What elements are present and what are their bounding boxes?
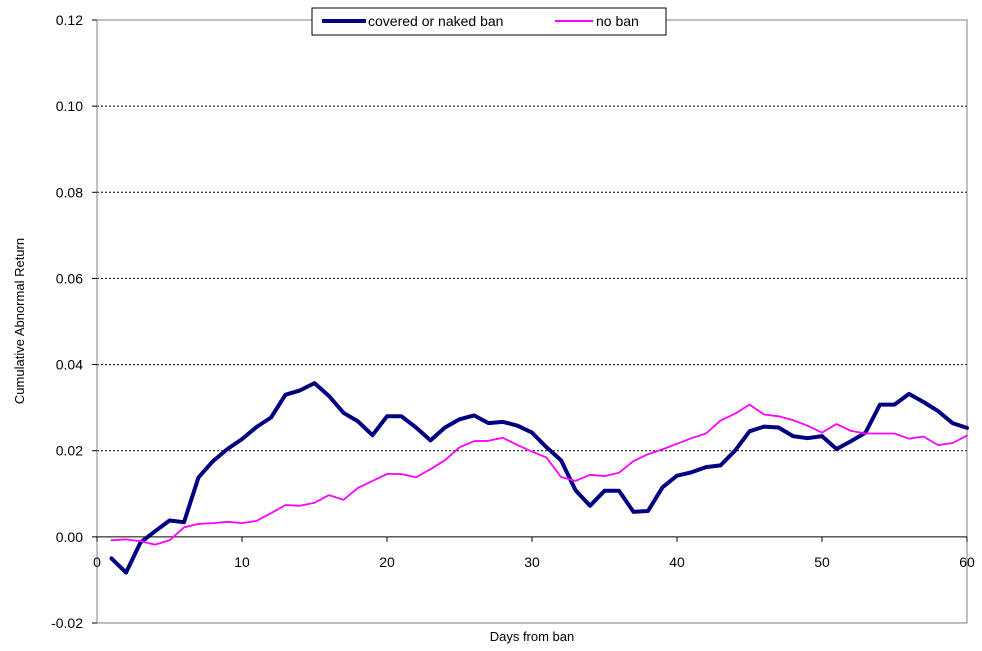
y-tick-label: -0.02 <box>51 615 83 631</box>
y-tick-label: 0.04 <box>56 357 83 373</box>
series-lines <box>109 381 969 575</box>
x-axis-ticks: 0 10 20 30 40 50 60 <box>93 536 975 570</box>
x-tick-label: 30 <box>524 554 540 570</box>
legend: covered or naked ban no ban <box>311 7 667 36</box>
legend-box <box>311 7 667 36</box>
x-tick-label: 0 <box>93 554 101 570</box>
y-axis-title: Cumulative Abnormal Return <box>12 238 27 404</box>
legend-label-no-ban: no ban <box>596 13 639 29</box>
x-tick-label: 40 <box>669 554 685 570</box>
series-line-no-ban <box>110 403 968 546</box>
y-tick-label: 0.02 <box>56 443 83 459</box>
y-tick-label: 0.10 <box>56 98 83 114</box>
series-line-covered-or-naked-ban <box>109 381 969 575</box>
y-tick-label: 0.12 <box>56 12 83 28</box>
x-tick-label: 60 <box>959 554 975 570</box>
legend-label-covered-or-naked-ban: covered or naked ban <box>368 13 503 29</box>
x-tick-label: 10 <box>234 554 250 570</box>
y-tick-label: 0.08 <box>56 184 83 200</box>
gridlines <box>97 19 967 452</box>
y-tick-label: 0.06 <box>56 270 83 286</box>
x-tick-label: 20 <box>379 554 395 570</box>
plot-area <box>96 19 968 624</box>
y-axis-ticks: 0.12 0.10 0.08 0.06 0.04 0.02 0.00 -0.02 <box>51 12 97 631</box>
x-tick-label: 50 <box>814 554 830 570</box>
y-tick-label: 0.00 <box>56 529 83 545</box>
x-axis-title: Days from ban <box>490 629 575 644</box>
